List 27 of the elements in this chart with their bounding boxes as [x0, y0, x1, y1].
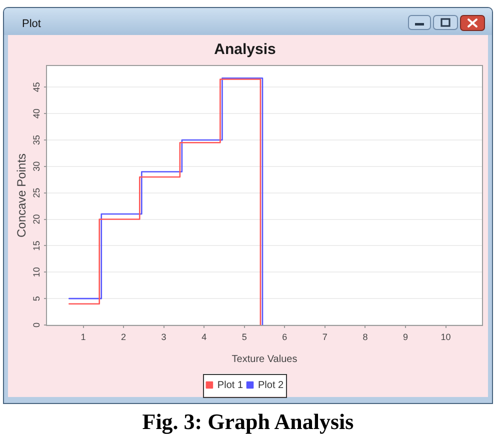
y-tick-label: 35	[31, 134, 42, 146]
legend-label: Plot 1	[217, 380, 244, 391]
x-tick-label: 4	[202, 332, 207, 342]
y-tick-label: 25	[31, 188, 42, 198]
y-tick-label: 15	[31, 240, 42, 251]
y-tick-label: 10	[31, 267, 42, 278]
x-tick-label: 9	[402, 332, 408, 342]
y-tick-label: 5	[31, 296, 42, 302]
x-tick-label: 5	[242, 332, 247, 342]
x-tick-label: 7	[322, 332, 328, 342]
x-tick-label: 2	[121, 332, 126, 342]
y-tick-label: 45	[31, 82, 42, 92]
x-axis-title: Texture Values	[232, 354, 298, 365]
y-tick-label: 40	[31, 108, 42, 119]
y-tick-label: 0	[31, 322, 42, 328]
y-axis-title: Concave Points	[14, 153, 29, 238]
text: Plot	[22, 17, 41, 31]
chart-title: Analysis	[214, 41, 276, 58]
x-tick-label: 8	[362, 332, 368, 342]
x-tick-label: 1	[80, 332, 86, 342]
y-tick-label: 20	[31, 214, 42, 224]
x-tick-label: 6	[282, 332, 288, 342]
y-tick-label: 30	[31, 161, 42, 172]
x-tick-label: 10	[440, 332, 451, 342]
legend-label: Plot 2	[258, 380, 284, 391]
x-tick-label: 3	[161, 332, 166, 342]
caption: Fig. 3: Graph Analysis	[141, 409, 355, 434]
